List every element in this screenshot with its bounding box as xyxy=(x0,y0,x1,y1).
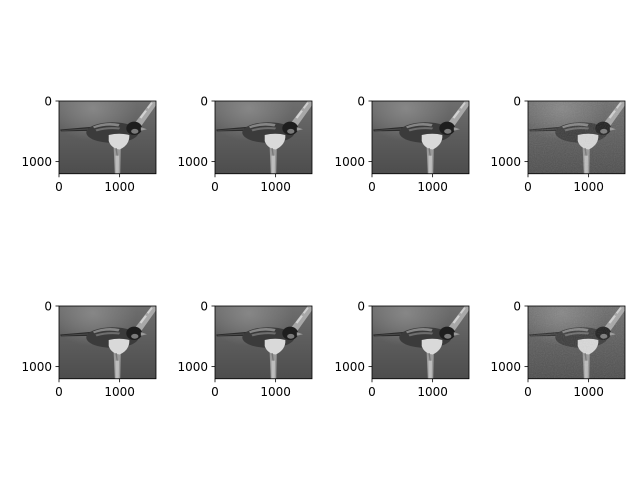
bird-image xyxy=(59,306,156,379)
bird-image xyxy=(372,101,469,174)
y-tick-label: 0 xyxy=(513,95,521,109)
y-tick-label: 1000 xyxy=(490,155,521,169)
x-tick-label: 0 xyxy=(211,385,219,399)
noise-overlay xyxy=(528,306,625,379)
x-tick-label: 1000 xyxy=(104,180,135,194)
x-tick-label: 1000 xyxy=(417,180,448,194)
bird-image xyxy=(372,306,469,379)
y-tick-label: 1000 xyxy=(334,360,365,374)
y-tick-label: 0 xyxy=(200,300,208,314)
x-tick-label: 0 xyxy=(211,180,219,194)
axes-frame xyxy=(371,305,470,380)
y-tick-label: 1000 xyxy=(177,155,208,169)
y-tick-label: 0 xyxy=(357,95,365,109)
axes-frame xyxy=(58,305,157,380)
noise-overlay xyxy=(528,101,625,174)
y-tick-label: 0 xyxy=(513,300,521,314)
y-tick-label: 1000 xyxy=(177,360,208,374)
bird-image xyxy=(59,101,156,174)
x-tick-label: 0 xyxy=(524,180,532,194)
x-tick-label: 1000 xyxy=(417,385,448,399)
y-tick-label: 1000 xyxy=(21,155,52,169)
x-tick-label: 1000 xyxy=(260,180,291,194)
x-tick-label: 0 xyxy=(55,180,63,194)
bird-image xyxy=(528,101,625,174)
y-tick-label: 0 xyxy=(357,300,365,314)
axes-frame xyxy=(214,305,313,380)
x-tick-label: 1000 xyxy=(573,180,604,194)
bird-image xyxy=(215,306,312,379)
bird-image xyxy=(528,306,625,379)
y-tick-label: 0 xyxy=(200,95,208,109)
axes-frame xyxy=(527,305,626,380)
y-tick-label: 1000 xyxy=(490,360,521,374)
y-tick-label: 0 xyxy=(44,95,52,109)
y-tick-label: 1000 xyxy=(334,155,365,169)
axes-frame xyxy=(58,100,157,175)
y-tick-label: 1000 xyxy=(21,360,52,374)
x-tick-label: 1000 xyxy=(260,385,291,399)
axes-frame xyxy=(371,100,470,175)
x-tick-label: 0 xyxy=(524,385,532,399)
axes-frame xyxy=(527,100,626,175)
x-tick-label: 1000 xyxy=(104,385,135,399)
x-tick-label: 0 xyxy=(368,385,376,399)
x-tick-label: 1000 xyxy=(573,385,604,399)
y-tick-label: 0 xyxy=(44,300,52,314)
x-tick-label: 0 xyxy=(55,385,63,399)
x-tick-label: 0 xyxy=(368,180,376,194)
axes-frame xyxy=(214,100,313,175)
bird-image xyxy=(215,101,312,174)
